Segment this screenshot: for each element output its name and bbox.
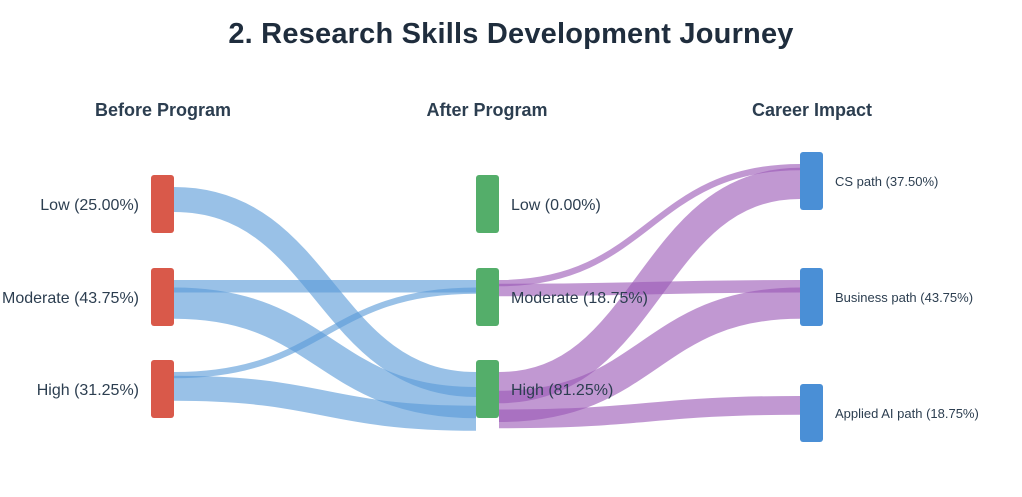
node-b_mod[interactable] — [151, 268, 174, 326]
node-label-a_mod: Moderate (18.75%) — [511, 290, 648, 307]
node-b_high[interactable] — [151, 360, 174, 418]
labels-layer: Low (25.00%) Moderate (43.75%) High (31.25… — [2, 174, 979, 421]
node-label-a_low: Low (0.00%) — [511, 197, 601, 214]
node-label-b_mod: Moderate (43.75%) — [2, 290, 139, 307]
link-a_high-to-c_cs — [498, 167, 801, 404]
node-a_mod[interactable] — [476, 268, 499, 326]
node-b_low[interactable] — [151, 175, 174, 233]
column-header-career: Career Impact — [751, 100, 873, 120]
column-header-after: After Program — [426, 100, 548, 120]
node-c_ai[interactable] — [800, 384, 823, 442]
node-a_low[interactable] — [476, 175, 499, 233]
link-b_high-to-a_high — [173, 375, 477, 431]
node-c_bus[interactable] — [800, 268, 823, 326]
nodes-layer — [151, 152, 823, 442]
link-a_high-to-c_ai — [498, 396, 801, 429]
node-a_high[interactable] — [476, 360, 499, 418]
node-label-b_high: High (31.25%) — [37, 382, 139, 399]
column-header-before: Before Program — [94, 100, 232, 120]
node-label-b_low: Low (25.00%) — [40, 197, 139, 214]
link-b_high-to-a_mod — [173, 287, 477, 379]
node-c_cs[interactable] — [800, 152, 823, 210]
link-b_mod-to-a_high — [173, 287, 477, 419]
node-label-a_high: High (81.25%) — [511, 382, 613, 399]
node-label-c_ai: Applied AI path (18.75%) — [835, 406, 979, 421]
node-label-c_cs: CS path (37.50%) — [835, 174, 938, 189]
links-layer — [173, 164, 801, 431]
chart-title: 2. Research Skills Development Journey — [228, 18, 794, 50]
link-a_high-to-c_bus — [498, 287, 801, 422]
node-label-c_bus: Business path (43.75%) — [835, 290, 973, 305]
link-a_mod-to-c_cs — [498, 164, 801, 287]
